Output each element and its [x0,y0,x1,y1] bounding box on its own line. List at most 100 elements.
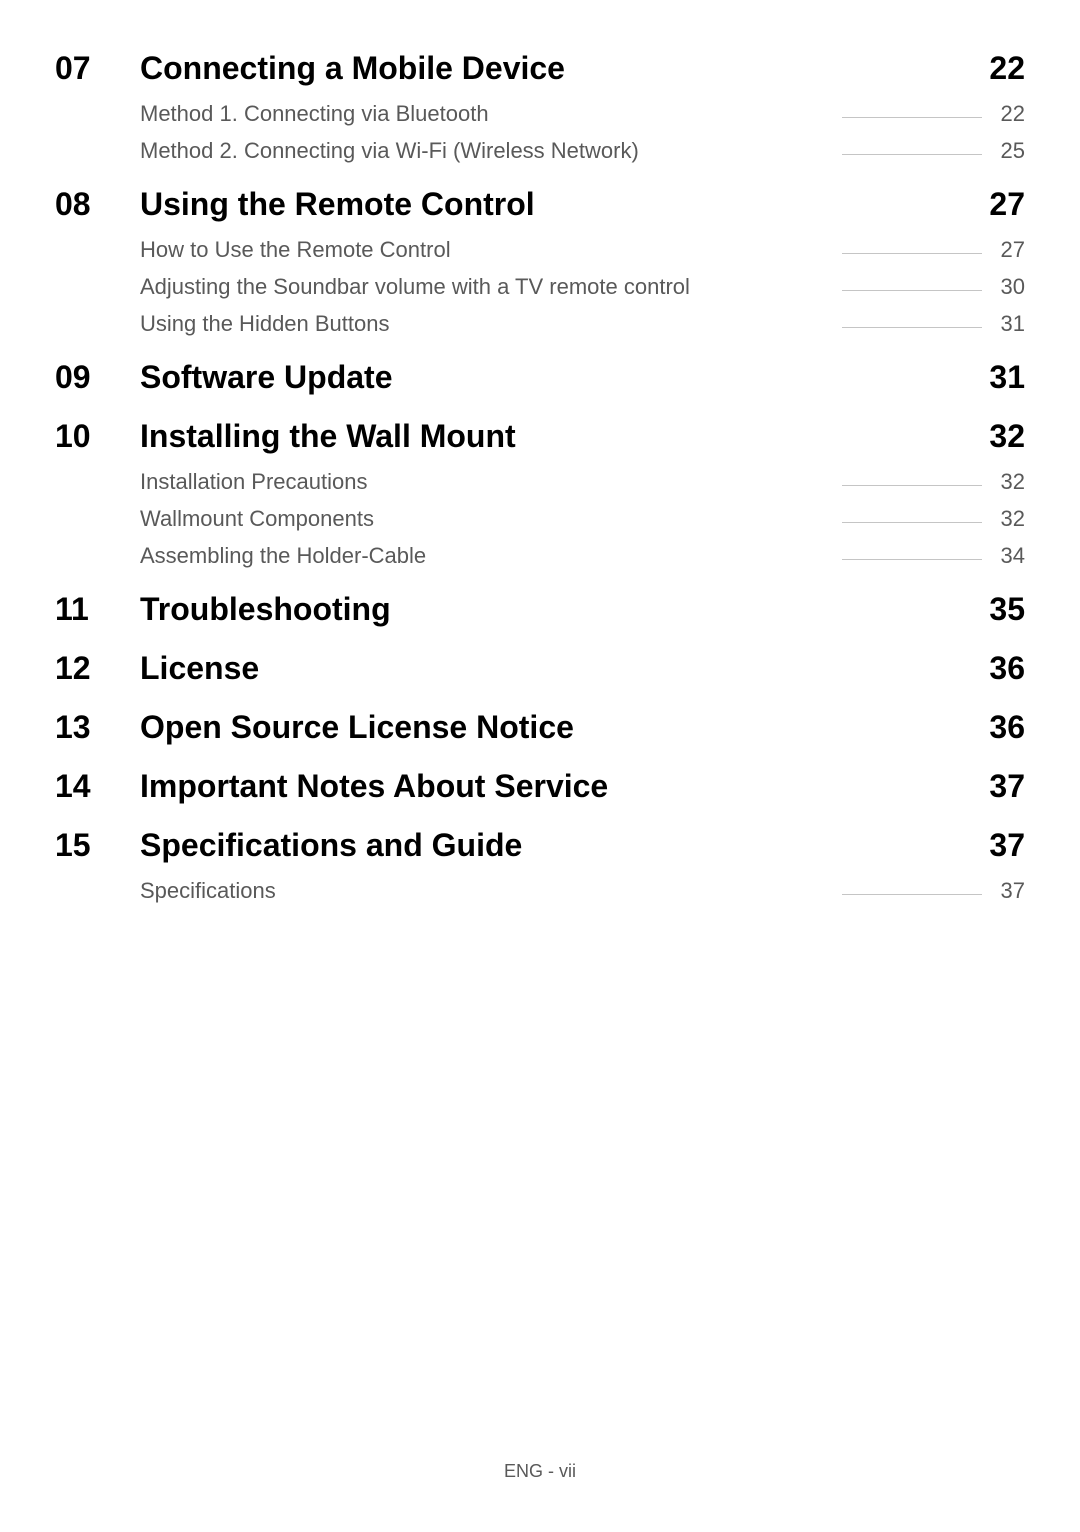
toc-section-content: Software Update 31 [140,359,1025,396]
toc-sub-page: 30 [990,274,1025,300]
toc-sub-row[interactable]: Adjusting the Soundbar volume with a TV … [55,274,1025,300]
toc-section-number: 15 [55,827,140,864]
toc-section-number: 14 [55,768,140,805]
toc-sub-content: Wallmount Components 32 [140,506,1025,532]
toc-section-content: Troubleshooting 35 [140,591,1025,628]
toc-sub-content: Installation Precautions32 [140,469,1025,495]
toc-sub-title: Specifications [140,878,286,904]
leader-line [842,522,982,523]
toc-sub-title: Method 2. Connecting via Wi-Fi (Wireless… [140,138,649,164]
toc-section-row[interactable]: 07Connecting a Mobile Device 22 [55,50,1025,87]
leader-line [842,253,982,254]
toc-sub-row[interactable]: Installation Precautions32 [55,469,1025,495]
toc-section-title: Open Source License Notice [140,709,574,746]
leader-line [842,154,982,155]
toc-sub-row[interactable]: Specifications 37 [55,878,1025,904]
toc-sub-content: How to Use the Remote Control 27 [140,237,1025,263]
page-footer: ENG - vii [504,1461,576,1482]
toc-section: 12License 36 [55,650,1025,687]
toc-sub-page: 22 [990,101,1025,127]
toc-section-number: 13 [55,709,140,746]
leader-line [842,290,982,291]
toc-section-title: Connecting a Mobile Device [140,50,565,87]
toc-section-row[interactable]: 15Specifications and Guide 37 [55,827,1025,864]
toc-section-page: 31 [989,359,1025,396]
toc-section-row[interactable]: 08Using the Remote Control 27 [55,186,1025,223]
toc-sub-content: Method 2. Connecting via Wi-Fi (Wireless… [140,138,1025,164]
toc-section-page: 37 [989,768,1025,805]
toc-section: 13Open Source License Notice 36 [55,709,1025,746]
toc-sub-page: 25 [990,138,1025,164]
toc-section-content: Installing the Wall Mount 32 [140,418,1025,455]
toc-section-page: 27 [989,186,1025,223]
toc-sub-title: Assembling the Holder-Cable [140,543,436,569]
toc-sub-page: 31 [990,311,1025,337]
toc-section-content: Connecting a Mobile Device 22 [140,50,1025,87]
toc-section-content: Open Source License Notice 36 [140,709,1025,746]
toc-section-content: Using the Remote Control 27 [140,186,1025,223]
toc-section-number: 07 [55,50,140,87]
toc-section-content: License 36 [140,650,1025,687]
toc-section-number: 10 [55,418,140,455]
toc-section-number: 12 [55,650,140,687]
leader-line [842,485,982,486]
toc-section-content: Important Notes About Service 37 [140,768,1025,805]
toc-section: 09Software Update 31 [55,359,1025,396]
toc-sub-row[interactable]: Wallmount Components 32 [55,506,1025,532]
toc-section-row[interactable]: 11Troubleshooting 35 [55,591,1025,628]
toc-sub-title: Using the Hidden Buttons [140,311,400,337]
leader-line [842,117,982,118]
toc-section-page: 35 [989,591,1025,628]
toc-sub-row[interactable]: Using the Hidden Buttons 31 [55,311,1025,337]
toc-sub-page: 27 [990,237,1025,263]
leader-line [842,327,982,328]
leader-line [842,894,982,895]
toc-section-title: Software Update [140,359,392,396]
toc-sub-content: Adjusting the Soundbar volume with a TV … [140,274,1025,300]
toc-section: 07Connecting a Mobile Device22Method 1. … [55,50,1025,164]
toc-section-page: 37 [989,827,1025,864]
toc-sub-content: Specifications 37 [140,878,1025,904]
toc-section-page: 36 [989,709,1025,746]
toc-sub-page: 32 [990,469,1025,495]
toc-section-row[interactable]: 14Important Notes About Service 37 [55,768,1025,805]
toc-sub-title: Wallmount Components [140,506,384,532]
toc-section-page: 22 [989,50,1025,87]
toc-sub-title: Adjusting the Soundbar volume with a TV … [140,274,700,300]
toc-sub-row[interactable]: Method 1. Connecting via Bluetooth 22 [55,101,1025,127]
toc-section-page: 32 [989,418,1025,455]
toc-sub-content: Assembling the Holder-Cable 34 [140,543,1025,569]
toc-section-title: Using the Remote Control [140,186,535,223]
toc-section-title: Installing the Wall Mount [140,418,516,455]
toc-sub-row[interactable]: Assembling the Holder-Cable 34 [55,543,1025,569]
toc-section: 08Using the Remote Control27How to Use t… [55,186,1025,337]
toc-section-title: Specifications and Guide [140,827,522,864]
toc-section-content: Specifications and Guide 37 [140,827,1025,864]
toc-sub-row[interactable]: How to Use the Remote Control 27 [55,237,1025,263]
toc-section-number: 08 [55,186,140,223]
toc-section-row[interactable]: 13Open Source License Notice 36 [55,709,1025,746]
toc-section-page: 36 [989,650,1025,687]
toc-sub-page: 34 [990,543,1025,569]
toc-sub-page: 37 [990,878,1025,904]
toc-sub-page: 32 [990,506,1025,532]
toc-sub-content: Method 1. Connecting via Bluetooth 22 [140,101,1025,127]
toc-sub-content: Using the Hidden Buttons 31 [140,311,1025,337]
toc-sub-title: Method 1. Connecting via Bluetooth [140,101,499,127]
toc-section-title: Troubleshooting [140,591,391,628]
toc-section-title: License [140,650,259,687]
toc-sub-title: How to Use the Remote Control [140,237,461,263]
toc-section: 11Troubleshooting 35 [55,591,1025,628]
toc-sub-row[interactable]: Method 2. Connecting via Wi-Fi (Wireless… [55,138,1025,164]
toc-section-number: 09 [55,359,140,396]
table-of-contents: 07Connecting a Mobile Device22Method 1. … [55,50,1025,904]
toc-section-number: 11 [55,591,140,628]
toc-section: 10Installing the Wall Mount32Installatio… [55,418,1025,569]
toc-section-title: Important Notes About Service [140,768,608,805]
toc-section: 14Important Notes About Service 37 [55,768,1025,805]
toc-section: 15Specifications and Guide37Specificatio… [55,827,1025,904]
leader-line [842,559,982,560]
toc-section-row[interactable]: 09Software Update 31 [55,359,1025,396]
toc-section-row[interactable]: 10Installing the Wall Mount 32 [55,418,1025,455]
toc-section-row[interactable]: 12License 36 [55,650,1025,687]
